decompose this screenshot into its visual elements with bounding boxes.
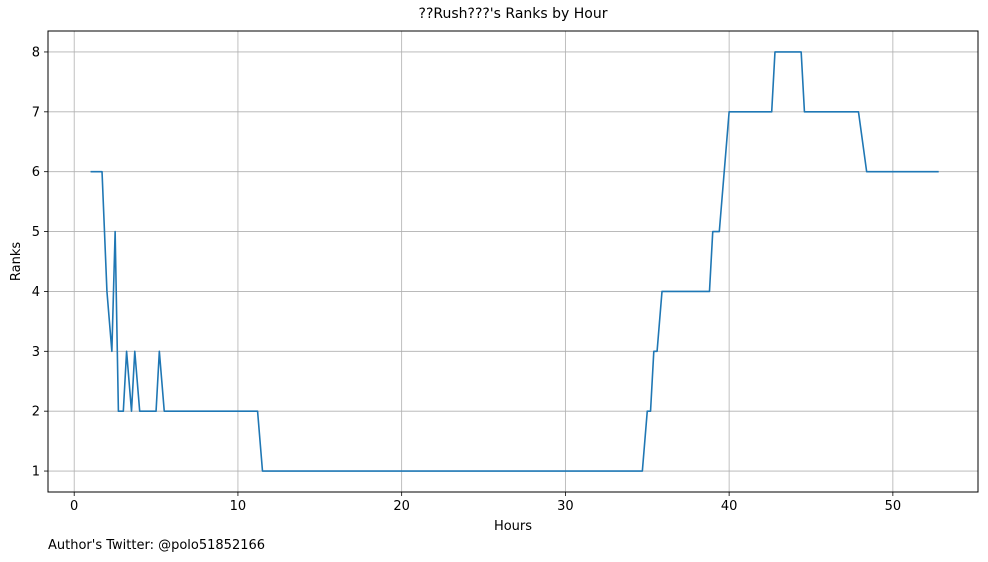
x-tick-label: 50 <box>885 499 902 514</box>
x-tick-label: 0 <box>70 499 78 514</box>
y-tick-label: 1 <box>32 465 40 480</box>
y-axis-label: Ranks <box>9 242 24 281</box>
x-tick-label: 10 <box>230 499 247 514</box>
y-tick-label: 7 <box>32 105 40 120</box>
series-group <box>90 51 939 472</box>
x-tick-label: 40 <box>721 499 738 514</box>
plot-frame <box>47 30 979 493</box>
x-axis-label: Hours <box>494 519 532 534</box>
y-tick-label: 6 <box>32 165 40 180</box>
author-credit: Author's Twitter: @polo51852166 <box>48 538 266 553</box>
x-axis: 0 10 20 30 40 50 <box>70 492 901 514</box>
chart-title: ??Rush???'s Ranks by Hour <box>418 6 608 22</box>
y-tick-label: 4 <box>32 285 40 300</box>
y-tick-label: 3 <box>32 345 40 360</box>
x-tick-label: 30 <box>557 499 574 514</box>
grid <box>48 31 978 492</box>
y-tick-label: 5 <box>32 225 40 240</box>
rank-line <box>90 51 939 472</box>
y-tick-label: 8 <box>32 45 40 60</box>
x-tick-label: 20 <box>393 499 410 514</box>
y-tick-label: 2 <box>32 405 40 420</box>
y-axis: 1 2 3 4 5 6 7 8 <box>32 45 48 480</box>
